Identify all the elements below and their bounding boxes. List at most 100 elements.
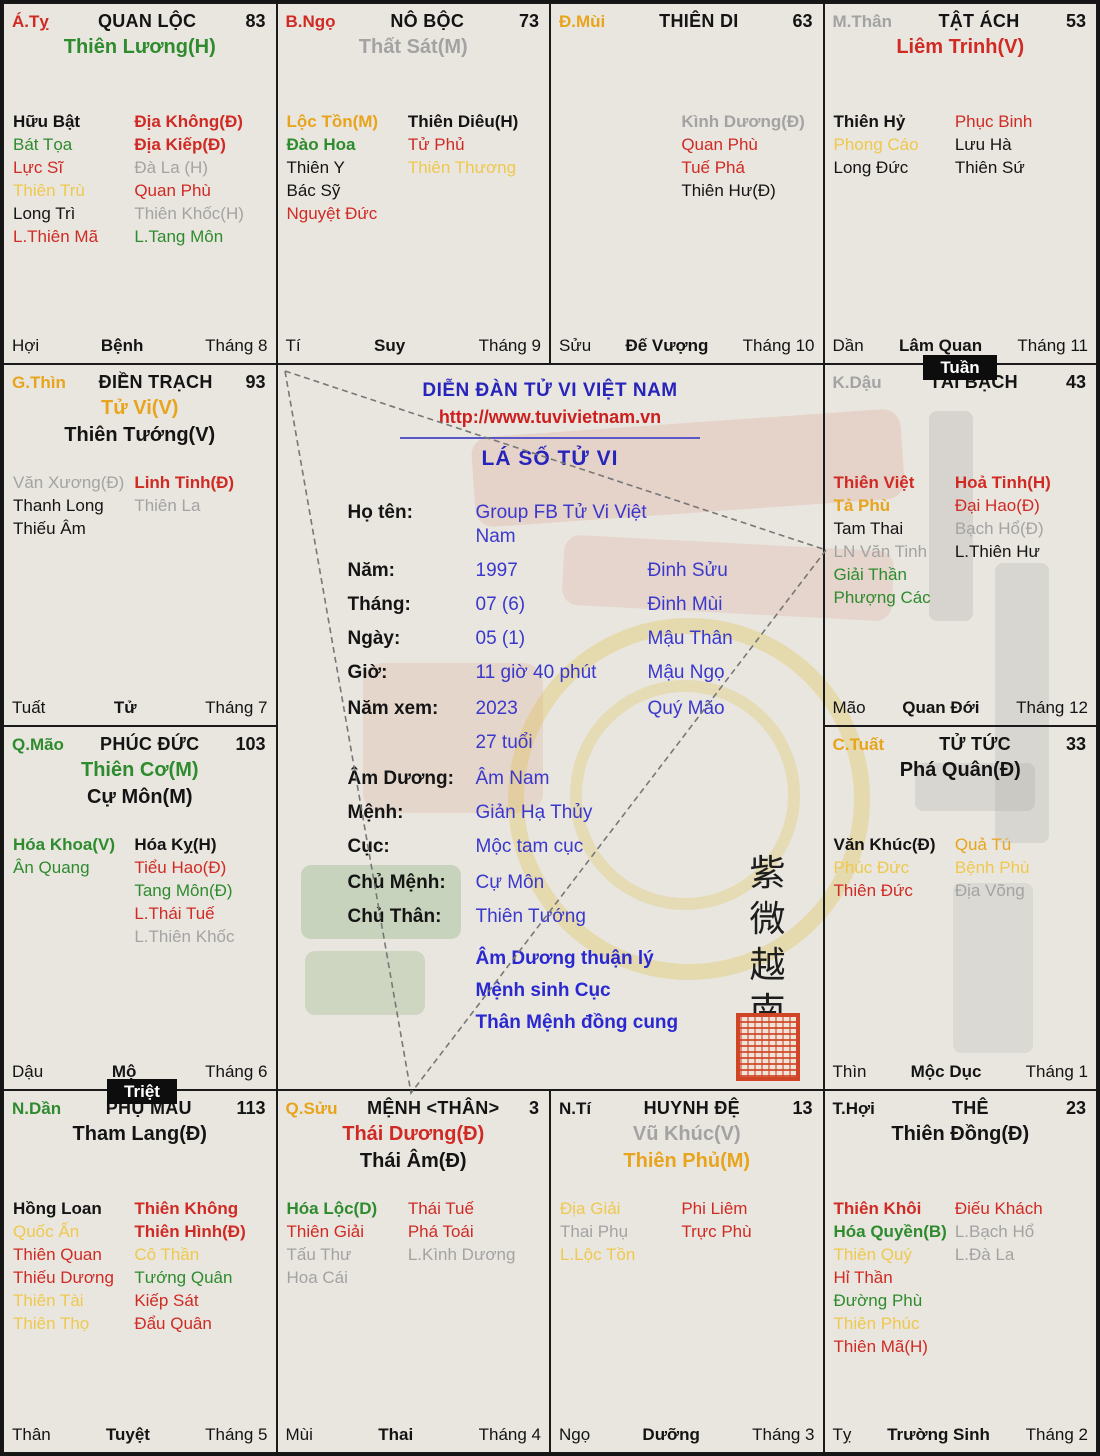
- info-label: Năm xem:: [347, 698, 439, 719]
- info-value-canchi: [648, 501, 823, 549]
- info-row: Giờ: 11 giờ 40 phút Mậu Ngọ: [348, 661, 823, 685]
- palace-stem-branch-label: K.Dậu: [832, 373, 882, 392]
- palace-stem-branch-label: C.Tuất: [832, 735, 885, 754]
- minor-star: Đào Hoa: [286, 135, 356, 154]
- minor-star: Hỉ Thần: [833, 1268, 893, 1287]
- palace-footer: Tí Suy Tháng 9: [286, 336, 542, 356]
- footer-month: Tháng 4: [478, 1425, 541, 1444]
- info-label: Mệnh:: [347, 802, 404, 823]
- minor-star: Tam Thai: [833, 519, 904, 538]
- palace-header: G.Thìn ĐIỀN TRẠCH 93: [4, 365, 276, 393]
- palace-score: 63: [792, 11, 813, 31]
- info-value: Cự Môn: [475, 872, 545, 893]
- info-value: 07 (6): [475, 594, 526, 615]
- palace-score: 43: [1065, 372, 1086, 392]
- main-star: Tham Lang(Đ): [72, 1123, 207, 1145]
- info-label: Năm:: [347, 560, 396, 581]
- minor-star: Thiếu Âm: [13, 519, 86, 538]
- palace-name: MỆNH <THÂN>: [367, 1098, 500, 1118]
- palace-stem-branch-label: Q.Mão: [12, 735, 64, 754]
- palace-stem-branch-label: T.Hợi: [832, 1099, 875, 1118]
- main-star: Tử Vi(V): [101, 397, 179, 419]
- main-stars: Thiên Cơ(M) Cự Môn(M): [4, 757, 276, 811]
- tuan-badge: Tuần: [923, 355, 997, 380]
- minor-star: Thiên Không: [134, 1199, 239, 1218]
- minor-star: Hóa Khoa(V): [13, 835, 115, 854]
- palace-cell-than: M.Thân TẬT ÁCH 53 Liêm Trinh(V) Thiên Hỷ…: [823, 3, 1097, 364]
- info-value: Thiên Tướng: [475, 906, 586, 927]
- main-star: Thái Dương(Đ): [342, 1123, 485, 1145]
- palace-header: N.Tí HUYNH ĐỆ 13: [551, 1091, 823, 1119]
- minor-star: Thiên Thương: [407, 158, 517, 177]
- minor-star: Hoả Tinh(H): [954, 473, 1051, 492]
- minor-stars-left-column: Văn Xương(Đ) Thanh Long Thiếu Âm: [13, 471, 138, 540]
- main-stars: Thiên Đồng(Đ): [825, 1121, 1097, 1148]
- palace-score: 73: [518, 11, 539, 31]
- minor-star: Phong Cáo: [833, 135, 919, 154]
- minor-star: Cô Thần: [134, 1245, 200, 1264]
- palace-footer: Tỵ Trường Sinh Tháng 2: [833, 1425, 1089, 1445]
- palace-stem-branch-label: N.Tí: [559, 1099, 592, 1118]
- palace-footer: Tuất Tử Tháng 7: [12, 698, 268, 718]
- minor-stars-left-column: Lộc Tồn(M) Đào Hoa Thiên Y Bác Sỹ Nguyệt Đức: [287, 110, 412, 225]
- footer-branch-label: Ngọ: [559, 1425, 591, 1444]
- main-stars: Thất Sát(M): [278, 34, 550, 61]
- minor-stars-right-column: Thái Tuế Phá Toái L.Kình Dương: [408, 1197, 545, 1266]
- calligraphy-character: 越: [749, 945, 786, 986]
- footer-life-stage: Dưỡng: [642, 1425, 700, 1444]
- info-label: Cục:: [347, 836, 390, 857]
- info-value: 05 (1): [475, 628, 526, 649]
- minor-star: Thái Tuế: [407, 1199, 474, 1218]
- minor-star: Hóa Quyền(B): [833, 1222, 947, 1241]
- footer-branch-label: Hợi: [12, 336, 40, 355]
- minor-star: Quốc Ấn: [13, 1222, 80, 1241]
- palace-cell-mui: Đ.Mùi THIÊN DI 63 Kình Dương(Đ) Quan Phù T…: [550, 3, 824, 364]
- triet-badge: Triệt: [107, 1079, 177, 1104]
- minor-stars-left-column: Thiên Khôi Hóa Quyền(B) Thiên Quý Hỉ Thần Đư…: [834, 1197, 959, 1358]
- minor-star: Thiên Sứ: [954, 158, 1025, 177]
- minor-star: Thiên Mã(H): [833, 1337, 928, 1356]
- minor-star: Thiên Diêu(H): [407, 112, 519, 131]
- calligraphy-tu-vi-viet-nam: 紫微越南: [746, 851, 790, 1035]
- info-value-canchi: [648, 767, 823, 791]
- minor-star: Linh Tinh(Đ): [134, 473, 235, 492]
- info-row: 27 tuổi: [348, 731, 823, 755]
- main-star: Cự Môn(M): [86, 786, 193, 808]
- minor-star: Tiểu Hao(Đ): [134, 858, 227, 877]
- palace-footer: Mùi Thai Tháng 4: [286, 1425, 542, 1445]
- footer-life-stage: Lâm Quan: [898, 336, 983, 355]
- minor-star: Tả Phù: [833, 496, 891, 515]
- footer-month: Tháng 12: [1016, 698, 1088, 717]
- main-star: Thất Sát(M): [358, 36, 468, 58]
- palace-name: THIÊN DI: [659, 11, 739, 31]
- forum-url-link[interactable]: http://www.tuvivietnam.vn: [438, 407, 662, 427]
- minor-stars-right-column: Hóa Kỵ(H) Tiểu Hao(Đ) Tang Môn(Đ) L.Thái Tu…: [134, 833, 271, 948]
- minor-stars-left-column: Hóa Khoa(V) Ân Quang: [13, 833, 138, 879]
- palace-header: T.Hợi THÊ 23: [825, 1091, 1097, 1119]
- minor-star: Địa Giải: [560, 1199, 621, 1218]
- footer-branch-label: Dậu: [12, 1062, 44, 1081]
- palace-stem-branch-label: N.Dần: [12, 1099, 62, 1118]
- minor-star: Kiếp Sát: [134, 1291, 199, 1310]
- minor-star: Bạch Hổ(Đ): [954, 519, 1044, 538]
- main-star: Thiên Cơ(M): [80, 759, 199, 781]
- info-label: Chủ Thân:: [347, 906, 442, 927]
- minor-star: Tang Môn(Đ): [134, 881, 233, 900]
- footer-branch-label: Tí: [285, 336, 301, 355]
- palace-name: HUYNH ĐỆ: [643, 1098, 740, 1118]
- chart-title: LÁ SỐ TỬ VI: [481, 447, 619, 470]
- footer-branch-label: Dần: [832, 336, 864, 355]
- palace-header: Q.Mão PHÚC ĐỨC 103: [4, 727, 276, 755]
- footer-branch-label: Sửu: [559, 336, 592, 355]
- minor-star: Thiên Đức: [833, 881, 913, 900]
- minor-star: Thiên Giải: [286, 1222, 364, 1241]
- info-label: Giờ:: [347, 662, 388, 683]
- palace-name: PHÚC ĐỨC: [100, 734, 200, 754]
- palace-stem-branch-label: Á.Tỵ: [12, 12, 49, 31]
- info-value: 2023: [475, 698, 518, 719]
- center-info-panel: DIỄN ĐÀN TỬ VI VIỆT NAM http://www.tuviv…: [276, 364, 824, 1090]
- palace-score: 113: [236, 1098, 266, 1118]
- red-seal-stamp: [735, 1013, 800, 1081]
- main-stars: Thái Dương(Đ) Thái Âm(Đ): [278, 1121, 550, 1175]
